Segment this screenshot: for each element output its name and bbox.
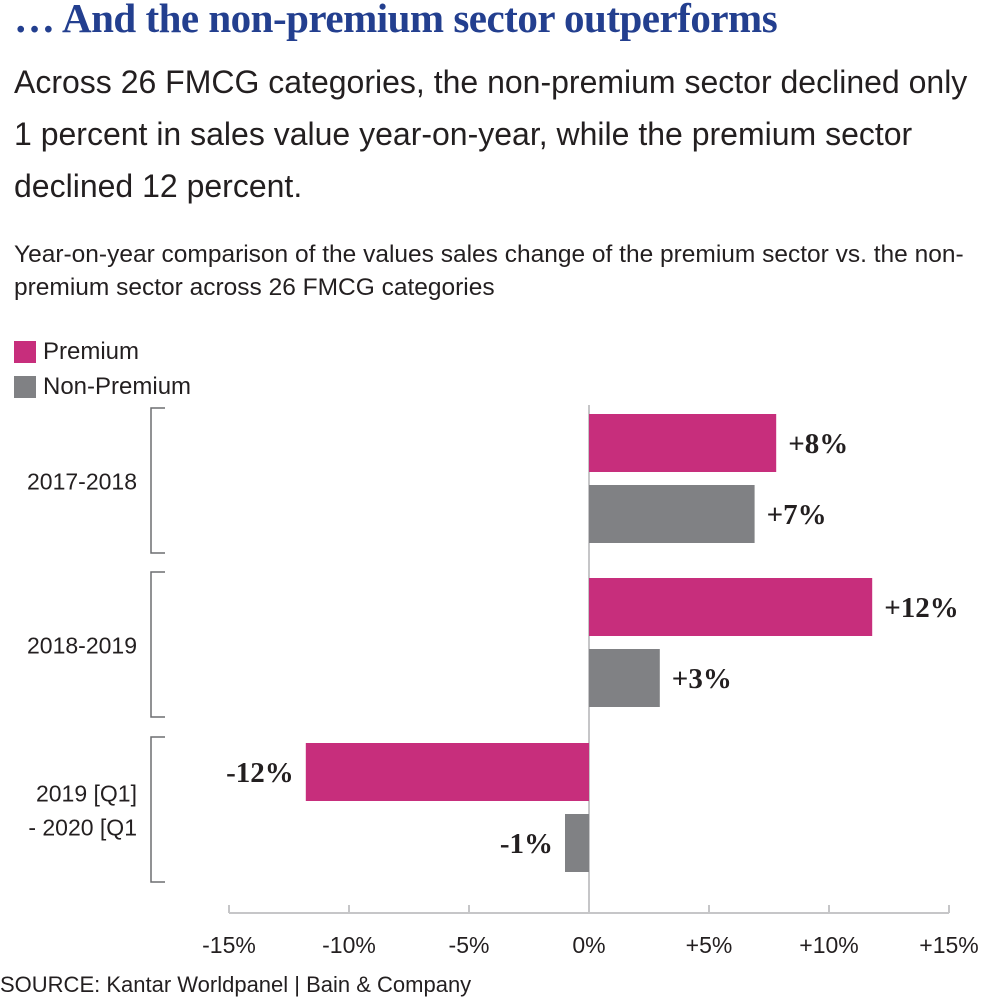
data-label: +12% [884,592,959,624]
headline: … And the non-premium sector outperforms [14,0,778,41]
legend-label-premium: Premium [43,337,140,365]
legend-item-premium: Premium [14,334,191,369]
x-tick-label: +10% [799,932,858,958]
x-tick-label: -15% [202,932,256,958]
legend-item-non-premium: Non-Premium [14,369,191,404]
category-bracket [150,736,165,883]
x-tick-label: +5% [686,932,733,958]
source-note: SOURCE: Kantar Worldpanel | Bain & Compa… [0,972,472,997]
bar-non-premium [565,814,589,872]
chart-title: Year-on-year comparison of the values sa… [14,241,964,301]
category-label: - 2020 [Q1 [28,815,137,841]
bar-premium [589,414,777,472]
x-tick-label: -10% [322,932,376,958]
bar-premium [305,743,589,801]
legend-swatch-non-premium [14,375,36,398]
legend-swatch-premium [14,340,36,363]
category-label: 2019 [Q1] [36,781,137,807]
data-label: +3% [672,663,732,695]
bar-non-premium [589,649,660,707]
category-label: 2018-2019 [27,633,137,659]
category-bracket [150,571,165,718]
category-bracket [150,407,165,554]
x-tick-label: 0% [572,932,605,958]
category-label: 2017-2018 [27,469,137,495]
legend-label-non-premium: Non-Premium [43,372,192,400]
bar-non-premium [589,485,755,543]
x-tick-label: +15% [919,932,978,958]
data-label: +8% [788,428,848,460]
data-label: -12% [226,757,294,789]
x-tick-label: -5% [449,932,490,958]
data-label: +7% [767,499,827,531]
dek-text: Across 26 FMCG categories, the non-premi… [14,64,968,204]
data-label: -1% [500,828,553,860]
bar-premium [589,578,873,636]
legend: Premium Non-Premium [14,334,191,404]
